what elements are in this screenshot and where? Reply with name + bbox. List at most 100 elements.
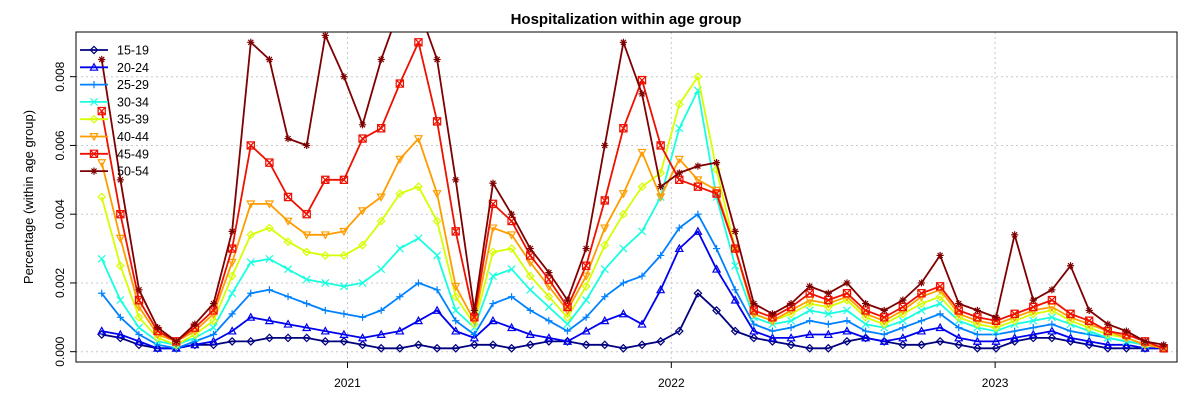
data-point (991, 343, 1001, 353)
data-point (228, 310, 236, 318)
legend-item: 40-44 (80, 130, 149, 144)
data-point (991, 323, 1001, 333)
data-point (805, 289, 814, 298)
data-point (97, 106, 106, 116)
data-point (227, 271, 237, 281)
data-point (675, 124, 684, 133)
data-point (303, 299, 311, 308)
data-point (116, 313, 124, 321)
data-point (525, 329, 535, 338)
data-point (693, 176, 703, 185)
data-point (525, 340, 535, 350)
data-point (563, 302, 572, 312)
data-point (619, 124, 628, 133)
data-point (1028, 333, 1038, 343)
data-point (154, 341, 162, 349)
data-point (693, 226, 703, 235)
data-point (265, 55, 274, 64)
data-point (1140, 343, 1150, 352)
data-point (600, 315, 610, 325)
data-point (711, 264, 722, 273)
data-point (1047, 333, 1057, 343)
legend-label: 20-24 (117, 61, 149, 75)
data-point (1010, 333, 1020, 342)
data-point (544, 333, 554, 342)
data-point (153, 333, 163, 343)
data-point (97, 159, 107, 168)
data-point (545, 317, 553, 325)
data-point (97, 254, 106, 263)
legend-label: 30-34 (117, 95, 149, 109)
data-point (1047, 295, 1057, 305)
data-point (525, 271, 535, 281)
chart-title: Hospitalization within age group (511, 11, 742, 28)
data-point (508, 210, 516, 218)
data-point (917, 306, 926, 315)
data-point (1047, 313, 1056, 322)
data-point (302, 333, 312, 343)
series-line (100, 89, 1164, 350)
data-point (675, 175, 684, 185)
legend-marker (89, 62, 99, 71)
y-tick-label: 0.002 (53, 268, 67, 298)
data-point (600, 196, 609, 205)
data-point (264, 223, 274, 233)
data-point (544, 336, 554, 346)
data-point (899, 296, 907, 304)
data-point (376, 124, 386, 133)
data-point (935, 292, 945, 302)
data-point (357, 333, 368, 342)
legend-item: 30-34 (80, 95, 149, 109)
data-point (488, 224, 498, 233)
data-point (991, 336, 1001, 345)
series-25-29 (98, 210, 1168, 352)
data-point (935, 322, 945, 332)
data-point (955, 299, 963, 308)
data-point (358, 278, 367, 287)
series-20-24 (97, 226, 1169, 352)
data-point (582, 313, 590, 321)
data-point (842, 326, 852, 335)
data-point (116, 209, 125, 219)
data-point (1065, 333, 1076, 342)
data-point (972, 336, 983, 345)
data-point (637, 319, 647, 328)
data-point (97, 330, 107, 339)
data-point (264, 200, 275, 209)
data-point (842, 289, 852, 298)
data-point (303, 141, 311, 150)
data-point (451, 306, 460, 315)
data-point (451, 326, 461, 335)
series-layer (97, 32, 1169, 354)
data-point (824, 320, 832, 328)
legend-item: 45-49 (80, 147, 149, 161)
data-point (1011, 327, 1019, 335)
data-point (134, 340, 144, 350)
data-point (209, 306, 218, 315)
data-point (936, 299, 945, 308)
series-line (100, 137, 1164, 350)
data-point (619, 38, 627, 46)
data-point (340, 310, 348, 318)
data-point (321, 175, 330, 185)
data-point (1104, 320, 1112, 328)
data-point (154, 324, 162, 332)
data-point (1103, 326, 1112, 336)
legend-label: 50-54 (117, 165, 149, 179)
data-point (97, 192, 107, 202)
data-point (842, 306, 851, 315)
data-point (917, 279, 926, 287)
data-point (600, 340, 610, 350)
data-point (376, 343, 386, 353)
series-45-49 (97, 38, 1168, 353)
data-point (134, 336, 144, 345)
data-point (358, 340, 368, 350)
data-point (1121, 339, 1132, 349)
series-line (100, 213, 1164, 350)
data-point (842, 336, 852, 346)
data-point (451, 227, 460, 236)
data-point (339, 175, 349, 185)
data-point (973, 330, 981, 339)
data-point (1121, 343, 1131, 353)
data-point (433, 55, 441, 64)
